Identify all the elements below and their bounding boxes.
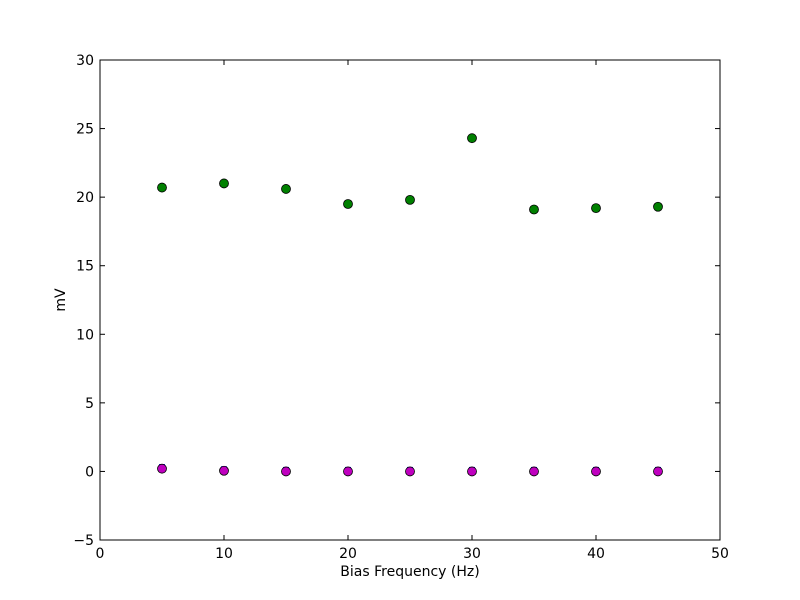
data-point-series-1 [591, 203, 601, 214]
y-tick-label: 20 [76, 190, 94, 206]
plot-frame [99, 59, 721, 541]
y-tick-label: 0 [85, 464, 94, 480]
data-point-series-1 [157, 182, 167, 193]
data-point-series-3 [281, 466, 291, 477]
data-point-series-3 [591, 466, 601, 477]
x-tick-label: 0 [96, 546, 105, 562]
x-tick-label: 30 [463, 546, 481, 562]
data-point-series-3 [219, 465, 229, 476]
x-tick-label: 40 [587, 546, 605, 562]
data-point-series-1 [281, 184, 291, 194]
data-point-series-3 [467, 466, 477, 477]
plot-area [100, 60, 720, 540]
data-point-series-3 [653, 466, 663, 477]
data-point-series-3 [343, 466, 353, 477]
data-point-series-1 [219, 178, 229, 189]
data-point-series-1 [529, 204, 539, 215]
data-point-series-3 [157, 463, 167, 474]
y-tick-label: 30 [76, 53, 94, 69]
data-point-series-1 [467, 133, 477, 144]
y-tick-label: 25 [76, 122, 94, 138]
y-tick-label: 5 [85, 396, 94, 412]
data-points [157, 133, 663, 477]
y-axis-label: mV [53, 288, 69, 312]
x-tick-label: 50 [711, 546, 729, 562]
y-tick-label: 10 [76, 327, 94, 343]
y-tick-label: 15 [76, 259, 94, 275]
data-point-series-1 [343, 199, 353, 209]
x-tick-label: 10 [215, 546, 233, 562]
y-tick-label: −5 [73, 533, 94, 549]
x-tick-label: 20 [339, 546, 357, 562]
data-point-series-1 [405, 194, 415, 205]
data-point-series-3 [529, 466, 539, 477]
x-axis-label: Bias Frequency (Hz) [340, 564, 479, 580]
data-point-series-3 [405, 466, 415, 477]
data-point-series-1 [653, 201, 663, 212]
